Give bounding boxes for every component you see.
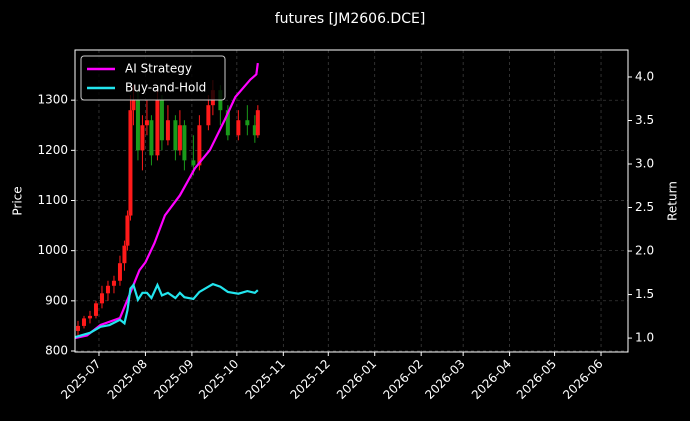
candle-body [122, 245, 127, 264]
y-tick-label: 1100 [37, 193, 68, 207]
candle-body [177, 125, 182, 151]
candle-body [117, 263, 122, 281]
candle-body [128, 110, 133, 216]
candle-body [105, 285, 110, 294]
candle-body [252, 125, 257, 136]
y2-tick-label: 1.0 [635, 331, 654, 345]
candle-body [125, 215, 130, 246]
chart-title: futures [JM2606.DCE] [275, 11, 426, 27]
candle-body [81, 318, 86, 326]
line-series [74, 62, 259, 340]
y-axis-label: Price [11, 186, 25, 215]
candle-body [191, 160, 196, 166]
candle-body [75, 325, 80, 331]
legend-label: Buy-and-Hold [125, 81, 206, 95]
y-tick-label: 1300 [37, 93, 68, 107]
candle-body [182, 125, 187, 161]
candle-body [140, 125, 145, 151]
line-series [74, 282, 259, 339]
y2-axis-label: Return [666, 181, 680, 221]
candle-body [99, 293, 104, 304]
candle-body [93, 303, 98, 316]
y-tick-label: 800 [45, 343, 68, 357]
candle-body [173, 120, 178, 151]
candle-body [225, 110, 230, 136]
y2-tick-label: 4.0 [635, 69, 654, 83]
candle-body [255, 110, 260, 136]
y2-tick-label: 3.0 [635, 157, 654, 171]
candle-body [87, 315, 92, 319]
legend-box [80, 55, 226, 101]
y-tick-label: 1200 [37, 143, 68, 157]
y-tick-label: 900 [45, 293, 68, 307]
plot-frame [74, 49, 629, 353]
candle-body [165, 120, 170, 141]
y2-tick-label: 2.0 [635, 244, 654, 258]
y2-tick-label: 1.5 [635, 287, 654, 301]
candle-body [245, 120, 250, 126]
candle-body [131, 100, 136, 111]
candle-body [236, 120, 241, 136]
y2-tick-label: 3.5 [635, 113, 654, 127]
candle-body [197, 125, 202, 166]
candle-body [111, 280, 116, 286]
legend-label: AI Strategy [125, 62, 192, 76]
candle-body [149, 120, 154, 156]
candle-body [206, 105, 211, 126]
candle-body [159, 100, 164, 141]
y2-tick-label: 2.5 [635, 200, 654, 214]
candle-body [144, 120, 149, 126]
candle-body [135, 100, 140, 151]
y-tick-label: 1000 [37, 243, 68, 257]
candle-body [155, 100, 160, 156]
